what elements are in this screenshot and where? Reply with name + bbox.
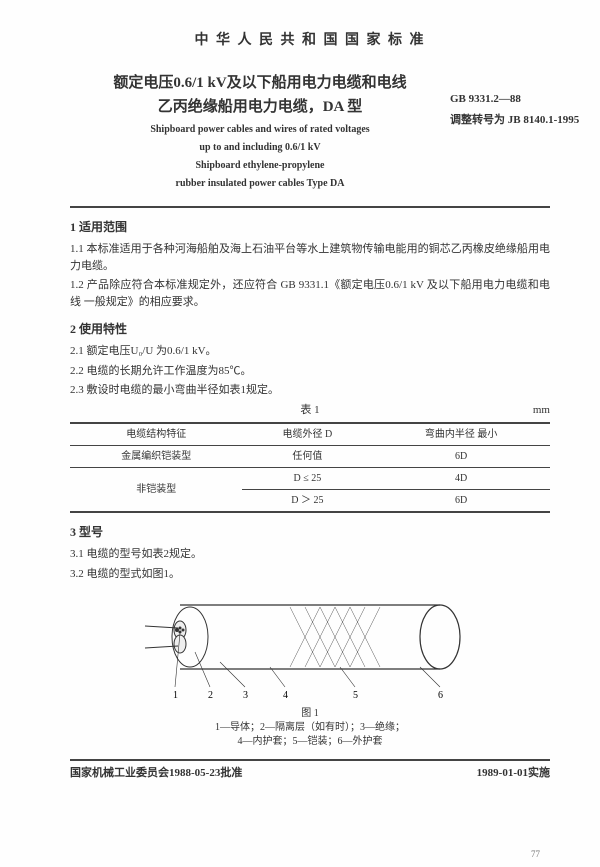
section-3-p1: 3.1 电缆的型号如表2规定。 <box>70 546 550 563</box>
figure-1-caption: 图 1 <box>70 707 550 721</box>
cell: 非铠装型 <box>70 468 242 513</box>
table-row: 电缆结构特征 电缆外径 D 弯曲内半径 最小 <box>70 423 550 446</box>
figure-1-legend2: 4—内护套；5—铠装；6—外护套 <box>70 735 550 749</box>
section-2-p1: 2.1 额定电压U₀/U 为0.6/1 kV。 <box>70 343 550 360</box>
section-2-heading: 2 使用特性 <box>70 320 550 338</box>
cell: 6D <box>372 490 550 513</box>
figure-1-legend: 1—导体；2—隔离层（如有时）；3—绝缘； <box>70 721 550 735</box>
document-page: 中 华 人 民 共 和 国 国 家 标 准 额定电压0.6/1 kV及以下船用电… <box>0 0 600 867</box>
table-1-label: 表 1 <box>300 404 319 416</box>
title-cn-1: 额定电压0.6/1 kV及以下船用电力电缆和电线 <box>70 71 450 95</box>
section-1-p1: 1.1 本标准适用于各种河海船舶及海上石油平台等水上建筑物传输电能用的铜芯乙丙橡… <box>70 241 550 274</box>
figure-label-6: 6 <box>438 690 443 701</box>
cell: 任何值 <box>242 446 372 468</box>
title-en-2: up to and including 0.6/1 kV <box>70 141 450 155</box>
cell: D ＞ 25 <box>242 490 372 513</box>
figure-label-2: 2 <box>208 690 213 701</box>
footer-left: 国家机械工业委员会1988-05-23批准 <box>70 765 242 782</box>
handwritten-note: 调整转号为 JB 8140.1-1995 <box>450 112 550 129</box>
figure-1: 1 2 3 4 5 6 <box>70 592 550 702</box>
cell: 金属编织铠装型 <box>70 446 242 468</box>
standard-code: GB 9331.2—88 <box>450 91 550 108</box>
table-1-unit: mm <box>533 402 550 419</box>
footer: 国家机械工业委员会1988-05-23批准 1989-01-01实施 <box>70 759 550 782</box>
section-2-p3: 2.3 敷设时电缆的最小弯曲半径如表1规定。 <box>70 382 550 399</box>
page-number: 77 <box>531 848 540 862</box>
title-en-1: Shipboard power cables and wires of rate… <box>70 123 450 137</box>
figure-label-1: 1 <box>173 690 178 701</box>
section-3-heading: 3 型号 <box>70 523 550 541</box>
table-1-caption: 表 1 mm <box>70 402 550 419</box>
table-row: 金属编织铠装型 任何值 6D <box>70 446 550 468</box>
table-1: 电缆结构特征 电缆外径 D 弯曲内半径 最小 金属编织铠装型 任何值 6D 非铠… <box>70 422 550 513</box>
divider-rule <box>70 206 550 208</box>
section-1-p2: 1.2 产品除应符合本标准规定外，还应符合 GB 9331.1《额定电压0.6/… <box>70 277 550 310</box>
cell: D ≤ 25 <box>242 468 372 490</box>
section-3-p2: 3.2 电缆的型式如图1。 <box>70 566 550 583</box>
figure-label-4: 4 <box>283 690 288 701</box>
th-col2: 电缆外径 D <box>242 423 372 446</box>
title-cn-2: 乙丙绝缘船用电力电缆，DA 型 <box>70 95 450 119</box>
title-main: 额定电压0.6/1 kV及以下船用电力电缆和电线 乙丙绝缘船用电力电缆，DA 型… <box>70 71 450 191</box>
title-en-4: rubber insulated power cables Type DA <box>70 177 450 191</box>
figure-label-3: 3 <box>243 690 248 701</box>
title-block: 额定电压0.6/1 kV及以下船用电力电缆和电线 乙丙绝缘船用电力电缆，DA 型… <box>70 71 550 191</box>
table-row: 非铠装型 D ≤ 25 4D <box>70 468 550 490</box>
th-col1: 电缆结构特征 <box>70 423 242 446</box>
section-1-heading: 1 适用范围 <box>70 218 550 236</box>
figure-label-5: 5 <box>353 690 358 701</box>
section-2-p2: 2.2 电缆的长期允许工作温度为85℃。 <box>70 363 550 380</box>
standard-code-block: GB 9331.2—88 调整转号为 JB 8140.1-1995 <box>450 71 550 128</box>
th-col3: 弯曲内半径 最小 <box>372 423 550 446</box>
footer-right: 1989-01-01实施 <box>477 765 550 782</box>
title-en-3: Shipboard ethylene-propylene <box>70 159 450 173</box>
country-header: 中 华 人 民 共 和 国 国 家 标 准 <box>70 30 550 51</box>
cell: 4D <box>372 468 550 490</box>
cell: 6D <box>372 446 550 468</box>
cable-diagram-icon: 1 2 3 4 5 6 <box>120 592 500 702</box>
